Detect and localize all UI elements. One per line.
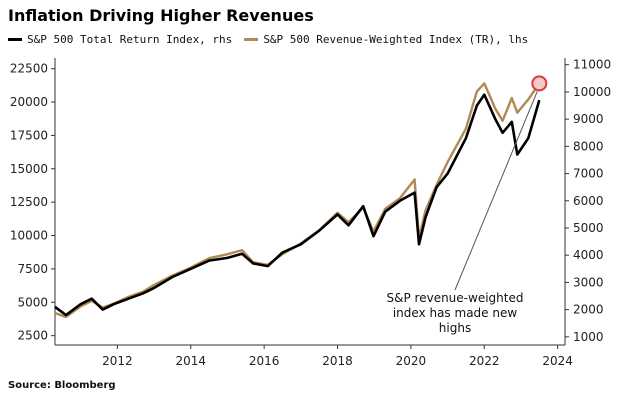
y-left-tick-label: 22500 [10, 62, 48, 76]
y-left-tick-label: 20000 [10, 95, 48, 109]
y-right-tick-label: 4000 [573, 248, 604, 262]
legend-swatch-total-return [8, 38, 22, 41]
series-line-total-return [54, 93, 541, 317]
x-tick-label: 2016 [249, 354, 280, 368]
annotation-text-line: index has made new [393, 306, 518, 320]
x-tick-label: 2024 [542, 354, 573, 368]
y-right-tick-label: 6000 [573, 194, 604, 208]
y-right-tick-label: 11000 [573, 58, 611, 72]
y-right-tick-label: 7000 [573, 167, 604, 181]
y-right-tick-label: 8000 [573, 139, 604, 153]
x-tick-label: 2014 [175, 354, 206, 368]
y-right-tick-label: 10000 [573, 85, 611, 99]
y-left-tick-label: 2500 [17, 329, 48, 343]
y-left-tick-label: 10000 [10, 229, 48, 243]
chart-title: Inflation Driving Higher Revenues [8, 6, 314, 25]
y-right-tick-label: 9000 [573, 112, 604, 126]
y-left-tick-label: 5000 [17, 295, 48, 309]
legend: S&P 500 Total Return Index, rhs S&P 500 … [8, 33, 528, 46]
annotation-text-line: S&P revenue-weighted [387, 291, 524, 305]
y-right-tick-label: 1000 [573, 330, 604, 344]
y-right-tick-label: 3000 [573, 275, 604, 289]
y-right-tick-label: 2000 [573, 303, 604, 317]
y-left-tick-label: 17500 [10, 128, 48, 142]
new-high-marker [531, 75, 548, 92]
legend-label-total-return: S&P 500 Total Return Index, rhs [27, 33, 233, 46]
annotation-pointer-line [454, 91, 538, 291]
y-left-tick-label: 15000 [10, 162, 48, 176]
legend-label-revenue-weighted: S&P 500 Revenue-Weighted Index (TR), lhs [263, 33, 529, 46]
annotation-text-line: highs [439, 321, 471, 335]
y-right-tick-label: 5000 [573, 221, 604, 235]
x-tick-label: 2018 [322, 354, 353, 368]
x-tick-label: 2012 [102, 354, 133, 368]
x-tick-label: 2020 [396, 354, 427, 368]
legend-item-total-return: S&P 500 Total Return Index, rhs [8, 33, 232, 46]
y-left-tick-label: 12500 [10, 195, 48, 209]
source-note: Source: Bloomberg [8, 380, 116, 391]
legend-swatch-revenue-weighted [244, 38, 259, 41]
legend-item-revenue-weighted: S&P 500 Revenue-Weighted Index (TR), lhs [244, 33, 528, 46]
y-left-tick-label: 7500 [17, 262, 48, 276]
series-line-revenue-weighted [54, 82, 541, 319]
x-tick-label: 2022 [469, 354, 500, 368]
